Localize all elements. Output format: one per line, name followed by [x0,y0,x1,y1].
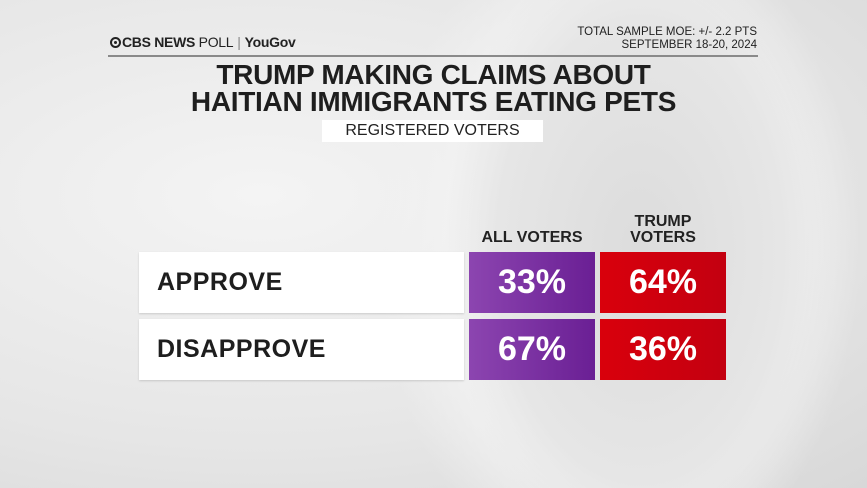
column-header-line: ALL VOTERS [481,229,583,246]
logo-partner: YouGov [244,34,296,50]
row-label-disapprove: DISAPPROVE [139,319,464,380]
poll-meta: TOTAL SAMPLE MOE: +/- 2.2 PTS SEPTEMBER … [577,26,757,51]
column-header-all-voters: ALL VOTERS [469,230,595,246]
column-header-line: TRUMP [634,213,692,230]
logo-poll: POLL [198,34,234,50]
cbs-yougov-logo: CBS NEWS POLL | YouGov [110,34,296,50]
divider [108,55,758,57]
subtitle-badge: REGISTERED VOTERS [322,120,543,142]
cbs-eye-icon [110,37,121,48]
cell-approve-all-voters: 33% [469,252,595,313]
cell-disapprove-trump-voters: 36% [600,319,726,380]
title-line-2: HAITIAN IMMIGRANTS EATING PETS [190,86,677,117]
column-header-trump-voters: TRUMP VOTERS [600,214,726,246]
cell-approve-trump-voters: 64% [600,252,726,313]
row-label-approve: APPROVE [139,252,464,313]
title-line-1: TRUMP MAKING CLAIMS ABOUT [216,59,651,90]
cell-disapprove-all-voters: 67% [469,319,595,380]
row-label-text: DISAPPROVE [157,335,326,363]
row-label-text: APPROVE [157,268,283,296]
dates-text: SEPTEMBER 18-20, 2024 [621,38,757,51]
logo-brand: CBS NEWS [122,34,196,50]
page-title: TRUMP MAKING CLAIMS ABOUT HAITIAN IMMIGR… [0,59,867,117]
moe-text: TOTAL SAMPLE MOE: +/- 2.2 PTS [577,26,757,38]
column-header-line: VOTERS [630,229,696,246]
